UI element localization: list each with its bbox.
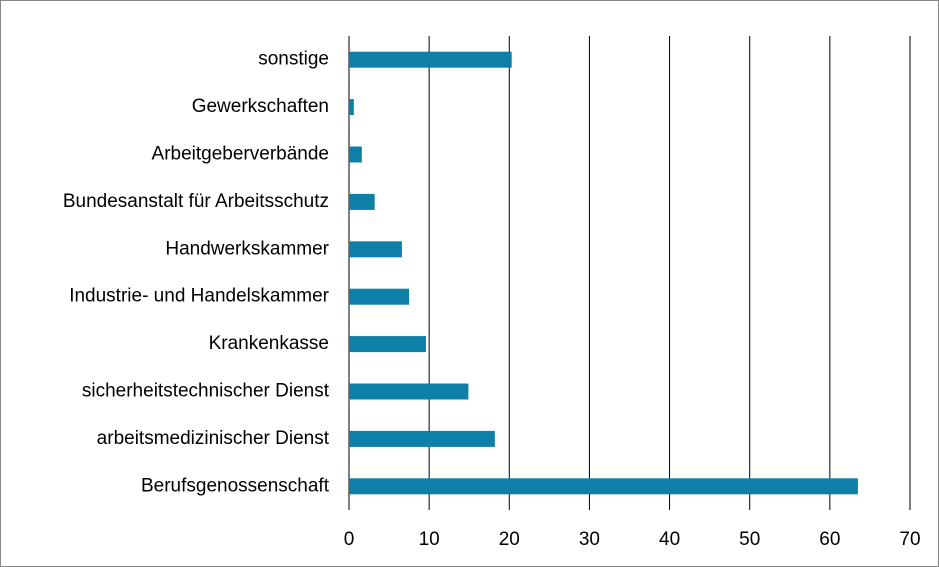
y-tick-label: Handwerkskammer	[165, 238, 329, 259]
y-tick-label: Industrie- und Handelskammer	[69, 286, 329, 307]
bar	[349, 383, 469, 400]
y-tick-label: sicherheitstechnischer Dienst	[82, 381, 330, 402]
bar	[349, 430, 495, 447]
y-tick-label: Krankenkasse	[209, 333, 329, 354]
bar	[349, 99, 354, 116]
bar	[349, 241, 402, 258]
bar	[349, 146, 362, 163]
bar	[349, 478, 858, 495]
bar	[349, 336, 426, 353]
y-tick-label: Bundesanstalt für Arbeitsschutz	[63, 191, 329, 212]
y-tick-label: Berufsgenossenschaft	[141, 475, 330, 496]
x-tick-label: 60	[819, 529, 840, 550]
bar	[349, 193, 375, 210]
bar	[349, 51, 512, 68]
y-tick-label: arbeitsmedizinischer Dienst	[97, 428, 330, 449]
x-tick-label: 20	[499, 529, 520, 550]
x-tick-label: 30	[579, 529, 600, 550]
x-tick-label: 10	[419, 529, 440, 550]
y-tick-label: sonstige	[258, 49, 329, 70]
x-tick-label: 0	[344, 529, 355, 550]
y-tick-label: Gewerkschaften	[192, 96, 329, 117]
y-tick-label: Arbeitgeberverbände	[152, 144, 329, 165]
bar	[349, 288, 410, 305]
x-tick-label: 50	[739, 529, 760, 550]
x-tick-label: 40	[659, 529, 680, 550]
x-tick-label: 70	[899, 529, 920, 550]
